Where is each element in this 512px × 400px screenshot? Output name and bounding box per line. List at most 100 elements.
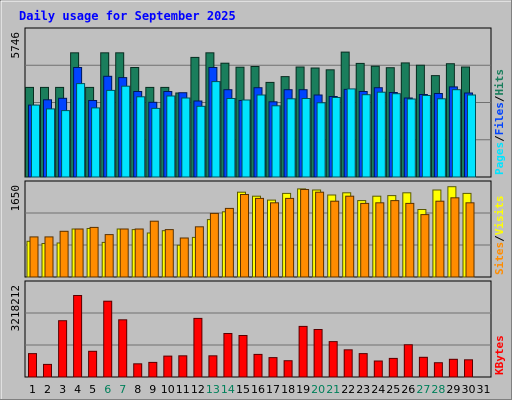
- x-tick-label-day-26: 26: [401, 383, 415, 396]
- bar-kbytes-day-18: [283, 360, 293, 378]
- bar-sites-day-17: [270, 202, 279, 278]
- bar-sites-day-21: [330, 200, 340, 278]
- bar-kbytes-day-7: [118, 319, 128, 378]
- bar-sites-day-10: [164, 229, 174, 278]
- legend-separator: /: [493, 95, 506, 102]
- x-tick-label-day-14: 14: [221, 383, 235, 396]
- bar-sites-day-9: [149, 220, 159, 278]
- x-tick-label-day-31: 31: [477, 383, 491, 396]
- bar-pages-day-4: [76, 83, 86, 178]
- legend-visits: Sites/Visits: [493, 196, 506, 276]
- bar-pages-day-18: [286, 98, 296, 178]
- bar-kbytes-day-6: [103, 300, 113, 378]
- legend-separator: /: [493, 235, 506, 242]
- x-tick-label-day-25: 25: [386, 383, 400, 396]
- legend-separator: /: [493, 135, 506, 142]
- bar-kbytes-day-28: [433, 362, 443, 378]
- y-tick-label-visits: 1650: [9, 185, 22, 212]
- bar-kbytes-day-16: [253, 353, 263, 378]
- y-tick-label-requests: 5746: [9, 32, 22, 59]
- bar-sites-day-2: [44, 236, 54, 278]
- bar-kbytes-day-20: [313, 329, 323, 378]
- bar-pages-day-19: [301, 98, 311, 178]
- bar-pages-day-14: [226, 98, 236, 178]
- bar-sites-day-20: [315, 191, 325, 278]
- bar-sites-day-26: [405, 202, 415, 278]
- bar-pages-day-28: [436, 98, 446, 178]
- x-tick-label-day-6: 6: [104, 383, 111, 396]
- bar-sites-day-19: [300, 189, 310, 278]
- chart-panels: 5746Pages/Files/Hits1650Sites/Visits3218…: [9, 27, 506, 378]
- bar-kbytes-day-9: [148, 361, 158, 378]
- x-tick-label-day-18: 18: [281, 383, 295, 396]
- bar-kbytes-day-26: [403, 344, 413, 378]
- bar-sites-day-3: [59, 230, 69, 278]
- bar-pages-day-27: [421, 95, 431, 178]
- x-tick-label-day-19: 19: [296, 383, 310, 396]
- chart-title: Daily usage for September 2025: [19, 9, 236, 23]
- bar-pages-day-1: [31, 104, 40, 178]
- x-tick-label-day-17: 17: [266, 383, 280, 396]
- bar-pages-day-13: [211, 81, 221, 178]
- legend-entry-pages: Pages: [493, 142, 506, 175]
- bar-sites-day-28: [435, 200, 445, 278]
- bar-pages-day-24: [376, 91, 386, 178]
- x-tick-label-day-2: 2: [44, 383, 51, 396]
- x-tick-label-day-28: 28: [431, 383, 445, 396]
- x-tick-label-day-10: 10: [161, 383, 175, 396]
- bar-sites-day-25: [390, 200, 400, 278]
- x-tick-label-day-3: 3: [59, 383, 66, 396]
- bar-pages-day-30: [467, 94, 476, 178]
- bar-pages-day-5: [91, 107, 101, 178]
- bar-kbytes-day-4: [73, 295, 83, 378]
- legend-entry-hits: Hits: [493, 69, 506, 96]
- bar-sites-day-30: [465, 202, 475, 278]
- x-tick-label-day-1: 1: [29, 383, 36, 396]
- x-tick-label-day-13: 13: [206, 383, 220, 396]
- bar-sites-day-12: [194, 226, 204, 278]
- bar-pages-day-11: [181, 97, 191, 178]
- bar-pages-day-7: [121, 85, 131, 178]
- bar-kbytes-day-22: [343, 349, 353, 378]
- legend-entry-kbytes: KBytes: [493, 335, 506, 375]
- bar-sites-day-1: [29, 236, 39, 278]
- bar-sites-day-29: [450, 197, 460, 278]
- x-tick-label-day-4: 4: [74, 383, 81, 396]
- bar-sites-day-13: [209, 212, 219, 278]
- x-tick-label-day-23: 23: [356, 383, 370, 396]
- bar-kbytes-day-11: [178, 355, 188, 378]
- x-tick-label-day-24: 24: [371, 383, 385, 396]
- bar-sites-day-23: [360, 202, 370, 278]
- bar-kbytes-day-19: [298, 325, 308, 378]
- x-tick-label-day-22: 22: [341, 383, 355, 396]
- x-tick-label-day-7: 7: [119, 383, 126, 396]
- bar-sites-day-14: [224, 207, 234, 278]
- bar-kbytes-day-27: [418, 356, 428, 378]
- bar-sites-day-24: [375, 202, 385, 278]
- bar-pages-day-2: [46, 108, 55, 178]
- bar-pages-day-26: [406, 98, 416, 178]
- bar-kbytes-day-5: [88, 350, 98, 378]
- panel-requests: 5746 Pages/Files/Hits: [9, 27, 506, 178]
- bar-kbytes-day-23: [358, 353, 368, 378]
- bar-sites-day-7: [119, 228, 129, 278]
- bar-kbytes-day-24: [373, 360, 383, 378]
- bar-sites-day-4: [74, 228, 84, 278]
- bar-pages-day-20: [316, 102, 326, 178]
- bar-kbytes-day-14: [223, 333, 233, 378]
- bar-kbytes-day-30: [464, 359, 473, 378]
- bar-pages-day-22: [346, 88, 356, 178]
- bar-pages-day-23: [361, 94, 371, 178]
- x-tick-label-day-16: 16: [251, 383, 265, 396]
- bar-pages-day-17: [271, 105, 281, 178]
- bar-kbytes-day-3: [58, 320, 68, 378]
- bar-pages-day-6: [106, 89, 116, 178]
- x-tick-label-day-21: 21: [326, 383, 340, 396]
- bar-kbytes-day-1: [28, 353, 37, 378]
- bar-sites-day-22: [345, 195, 355, 278]
- legend-entry-sites: Sites: [493, 242, 506, 275]
- legend-requests: Pages/Files/Hits: [493, 69, 506, 175]
- legend-entry-visits: Visits: [493, 196, 506, 236]
- x-axis-labels: 1 2 3 4 5 6 7 8 9 10 11 12 13 14 15 16 17 18 19 20 21 22 23 24 2…: [29, 383, 491, 396]
